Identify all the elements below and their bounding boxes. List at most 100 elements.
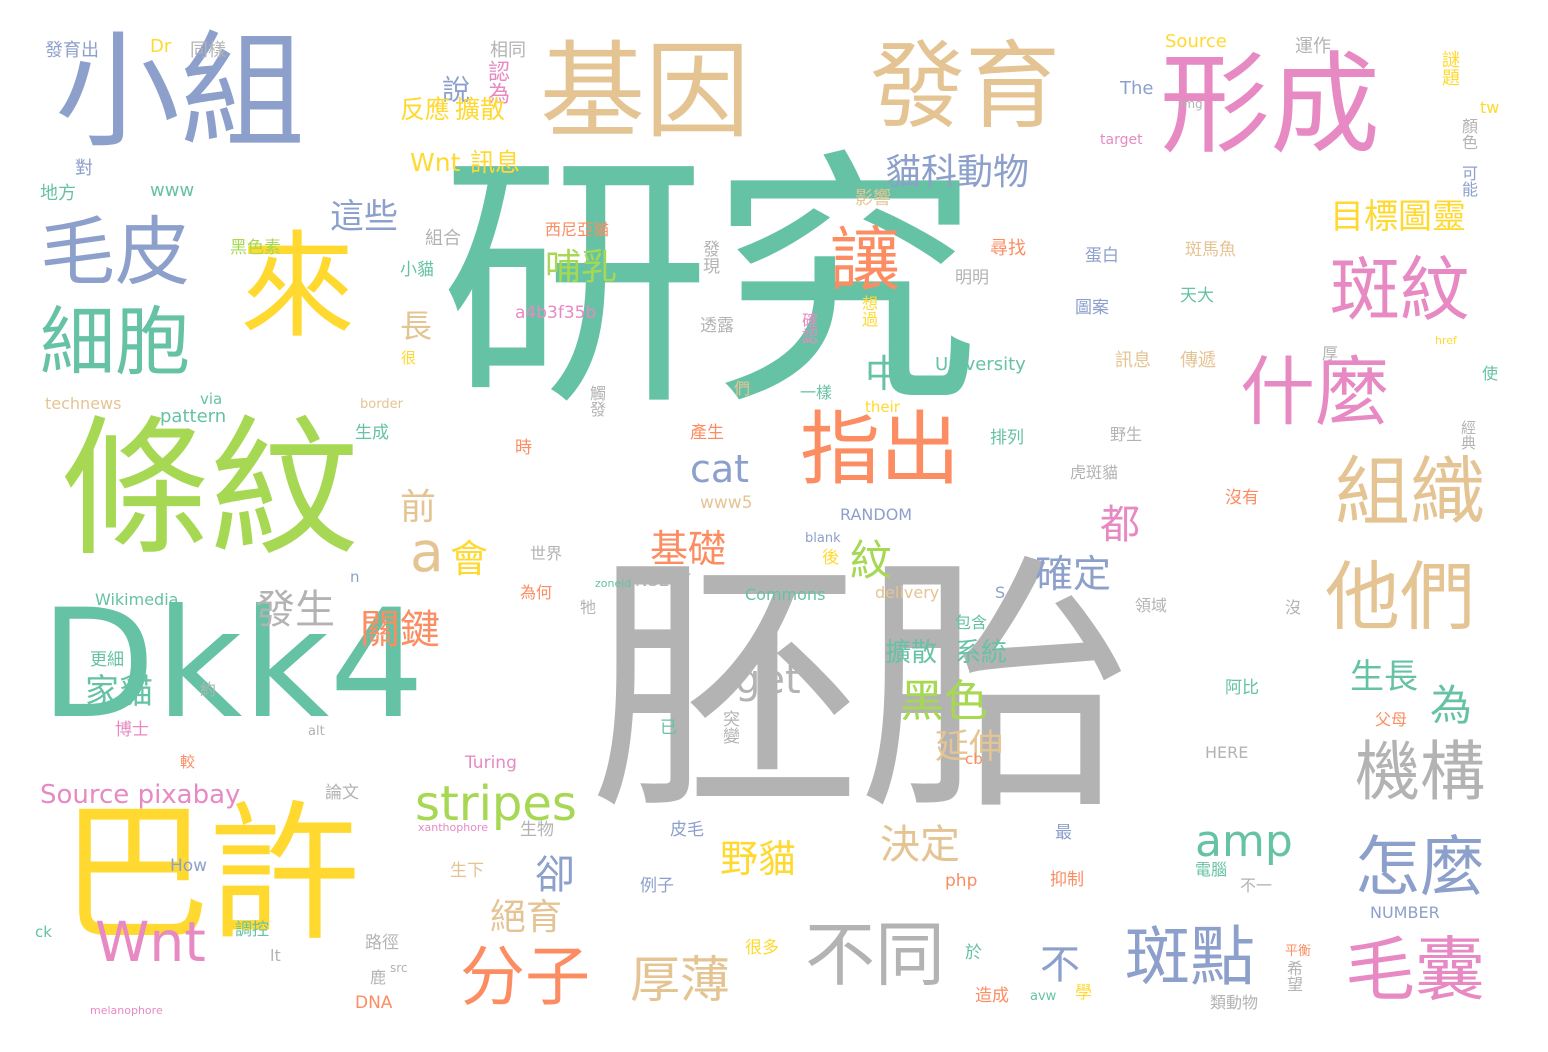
word-cjk-90: 透露: [700, 316, 734, 336]
word-zoneid: zoneid: [595, 577, 632, 590]
word-cjk-1: 胚胎: [590, 532, 1130, 847]
word-cjk-78: 影響: [855, 188, 891, 209]
word-cjk-57: 卻: [535, 852, 575, 898]
word-cjk-135: 阿比: [1225, 678, 1259, 698]
word-cjk-146: 抑制: [1050, 870, 1084, 890]
word-the: The: [1120, 78, 1154, 99]
word-cjk-151: 路徑: [365, 933, 399, 953]
word-cjk-31: 說: [438, 75, 471, 103]
word-cjk-22: 不同: [805, 914, 945, 996]
word-cjk-14: 組織: [1335, 448, 1486, 536]
word-img: img: [1180, 97, 1203, 111]
word-cjk-32: 認為: [484, 60, 509, 104]
word-cjk-156: 類動物: [1210, 993, 1259, 1012]
word-cjk-85: 斑馬魚: [1185, 240, 1236, 260]
word-cjk-27: 貓科動物: [885, 152, 1030, 193]
word-cjk-128: 領域: [1135, 596, 1168, 615]
word-cjk-34: 擴散: [455, 95, 506, 124]
word-cjk-10: 毛皮: [40, 208, 191, 296]
word-cjk-131: 約: [200, 680, 217, 699]
word-cjk-109: 排列: [990, 428, 1024, 448]
word-cjk-87: 明明: [955, 268, 989, 288]
word-cjk-52: 延伸: [935, 727, 1003, 767]
word-number: NUMBER: [1370, 903, 1440, 922]
word-cjk-41: 會: [450, 537, 489, 581]
word-cjk-81: 西尼亞貓: [545, 220, 610, 239]
word-cjk-103: 們: [731, 380, 750, 396]
word-cjk-93: 圖案: [1075, 298, 1109, 318]
word-cjk-140: 生物: [520, 820, 554, 840]
word-cjk-64: 發育出: [45, 40, 99, 61]
word-cjk-26: 厚薄: [630, 951, 730, 1009]
word-cjk-158: 平衡: [1285, 944, 1312, 959]
word-cjk-20: 毛囊: [1345, 929, 1485, 1011]
word-cjk-165: 較: [180, 753, 196, 771]
word-cjk-73: 顏色: [1459, 118, 1478, 150]
word-cjk-67: 相同: [490, 40, 526, 61]
word-cjk-23: 分子: [460, 940, 591, 1015]
word-cjk-44: 都: [1100, 502, 1140, 548]
word-cjk-19: 怎麼: [1355, 830, 1486, 905]
word-cjk-134: 已: [660, 718, 677, 738]
word-stripes: stripes: [415, 776, 577, 832]
word-cjk-116: 沒有: [1225, 488, 1259, 508]
word-cjk-133: 突變: [719, 710, 739, 744]
word-cjk-58: 野貓: [720, 837, 797, 881]
word-cjk-70: 謎題: [1439, 50, 1460, 86]
word-cjk-147: 電腦: [1195, 860, 1228, 879]
word-cjk-54: 生長: [1350, 657, 1418, 697]
word-cjk-53: 為: [1430, 681, 1473, 730]
word-lt: lt: [270, 946, 281, 965]
word-source: Source: [1165, 31, 1227, 52]
word-cjk-7: 形成: [1160, 41, 1380, 169]
word-blank: blank: [805, 531, 841, 546]
word-cjk-16: 指出: [800, 403, 960, 496]
word-cjk-97: 厚: [1319, 345, 1338, 361]
word-cjk-43: 紋: [850, 536, 893, 585]
word-src: src: [390, 961, 408, 975]
word-n: n: [350, 568, 360, 586]
word-wnt: Wnt: [95, 910, 206, 974]
word-cjk-8: 發育: [870, 32, 1061, 142]
word-cjk-66: 同樣: [190, 40, 226, 61]
word-cjk-5: 小組: [55, 20, 305, 165]
word-wnt: Wnt: [410, 148, 461, 177]
word-get: get: [735, 657, 801, 703]
word-cjk-105: 一樣: [800, 383, 833, 402]
word-cjk-38: 中: [865, 352, 904, 396]
word-cjk-111: 時: [515, 438, 532, 458]
word-amp: amp: [1195, 816, 1293, 867]
word-delivery: delivery: [875, 583, 940, 602]
word-href: href: [1435, 334, 1457, 347]
word-cjk-112: 虎斑貓: [1070, 463, 1119, 482]
word-cjk-153: 於: [965, 943, 982, 963]
word-turing: Turing: [465, 753, 517, 773]
word-cjk-155: 學: [1075, 983, 1092, 1003]
word-cjk-37: 長: [400, 307, 433, 345]
word-cjk-127: 沒: [1285, 598, 1302, 617]
word-cjk-79: 組合: [425, 228, 461, 249]
word-cjk-74: 可能: [1459, 165, 1478, 197]
word-cjk-84: 蛋白: [1085, 246, 1119, 266]
word-cjk-42: 前: [400, 487, 437, 528]
word-dr: Dr: [150, 36, 172, 57]
word-their: their: [865, 398, 900, 416]
word-cjk-17: 讓: [830, 219, 900, 301]
word-cjk-49: 家貓: [85, 672, 153, 712]
word-php: php: [945, 871, 978, 891]
word-cjk-21: 斑點: [1125, 920, 1256, 995]
word-cjk-13: 什麼: [1240, 348, 1391, 436]
word-cjk-104: 觸發: [587, 385, 606, 417]
word-cjk-45: 確定: [1035, 552, 1112, 596]
word-via: via: [200, 390, 223, 408]
word-cjk-15: 他們: [1325, 553, 1476, 641]
word-cjk-61: 擴散: [885, 638, 938, 668]
word-cjk-59: 決定: [880, 822, 960, 868]
word-cjk-30: 哺乳: [545, 247, 618, 288]
word-how: How: [170, 856, 208, 876]
word-cjk-96: 傳遞: [1180, 350, 1216, 371]
word-wikimedia: Wikimedia: [95, 590, 179, 609]
word-cjk-0: 研究: [440, 127, 980, 442]
word-cjk-117: 世界: [530, 544, 563, 563]
word-ck: ck: [35, 923, 52, 941]
